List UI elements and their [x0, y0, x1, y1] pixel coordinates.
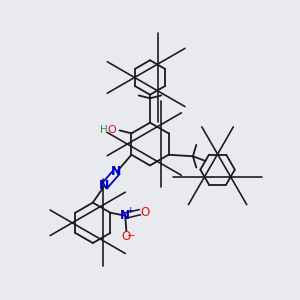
Text: O: O: [107, 125, 116, 135]
Text: O: O: [122, 230, 131, 243]
Text: N: N: [99, 179, 109, 193]
Text: +: +: [126, 206, 133, 215]
Text: −: −: [128, 231, 136, 241]
Text: O: O: [140, 206, 149, 219]
Text: H: H: [100, 125, 108, 135]
Text: N: N: [120, 208, 130, 222]
Text: N: N: [111, 165, 122, 178]
